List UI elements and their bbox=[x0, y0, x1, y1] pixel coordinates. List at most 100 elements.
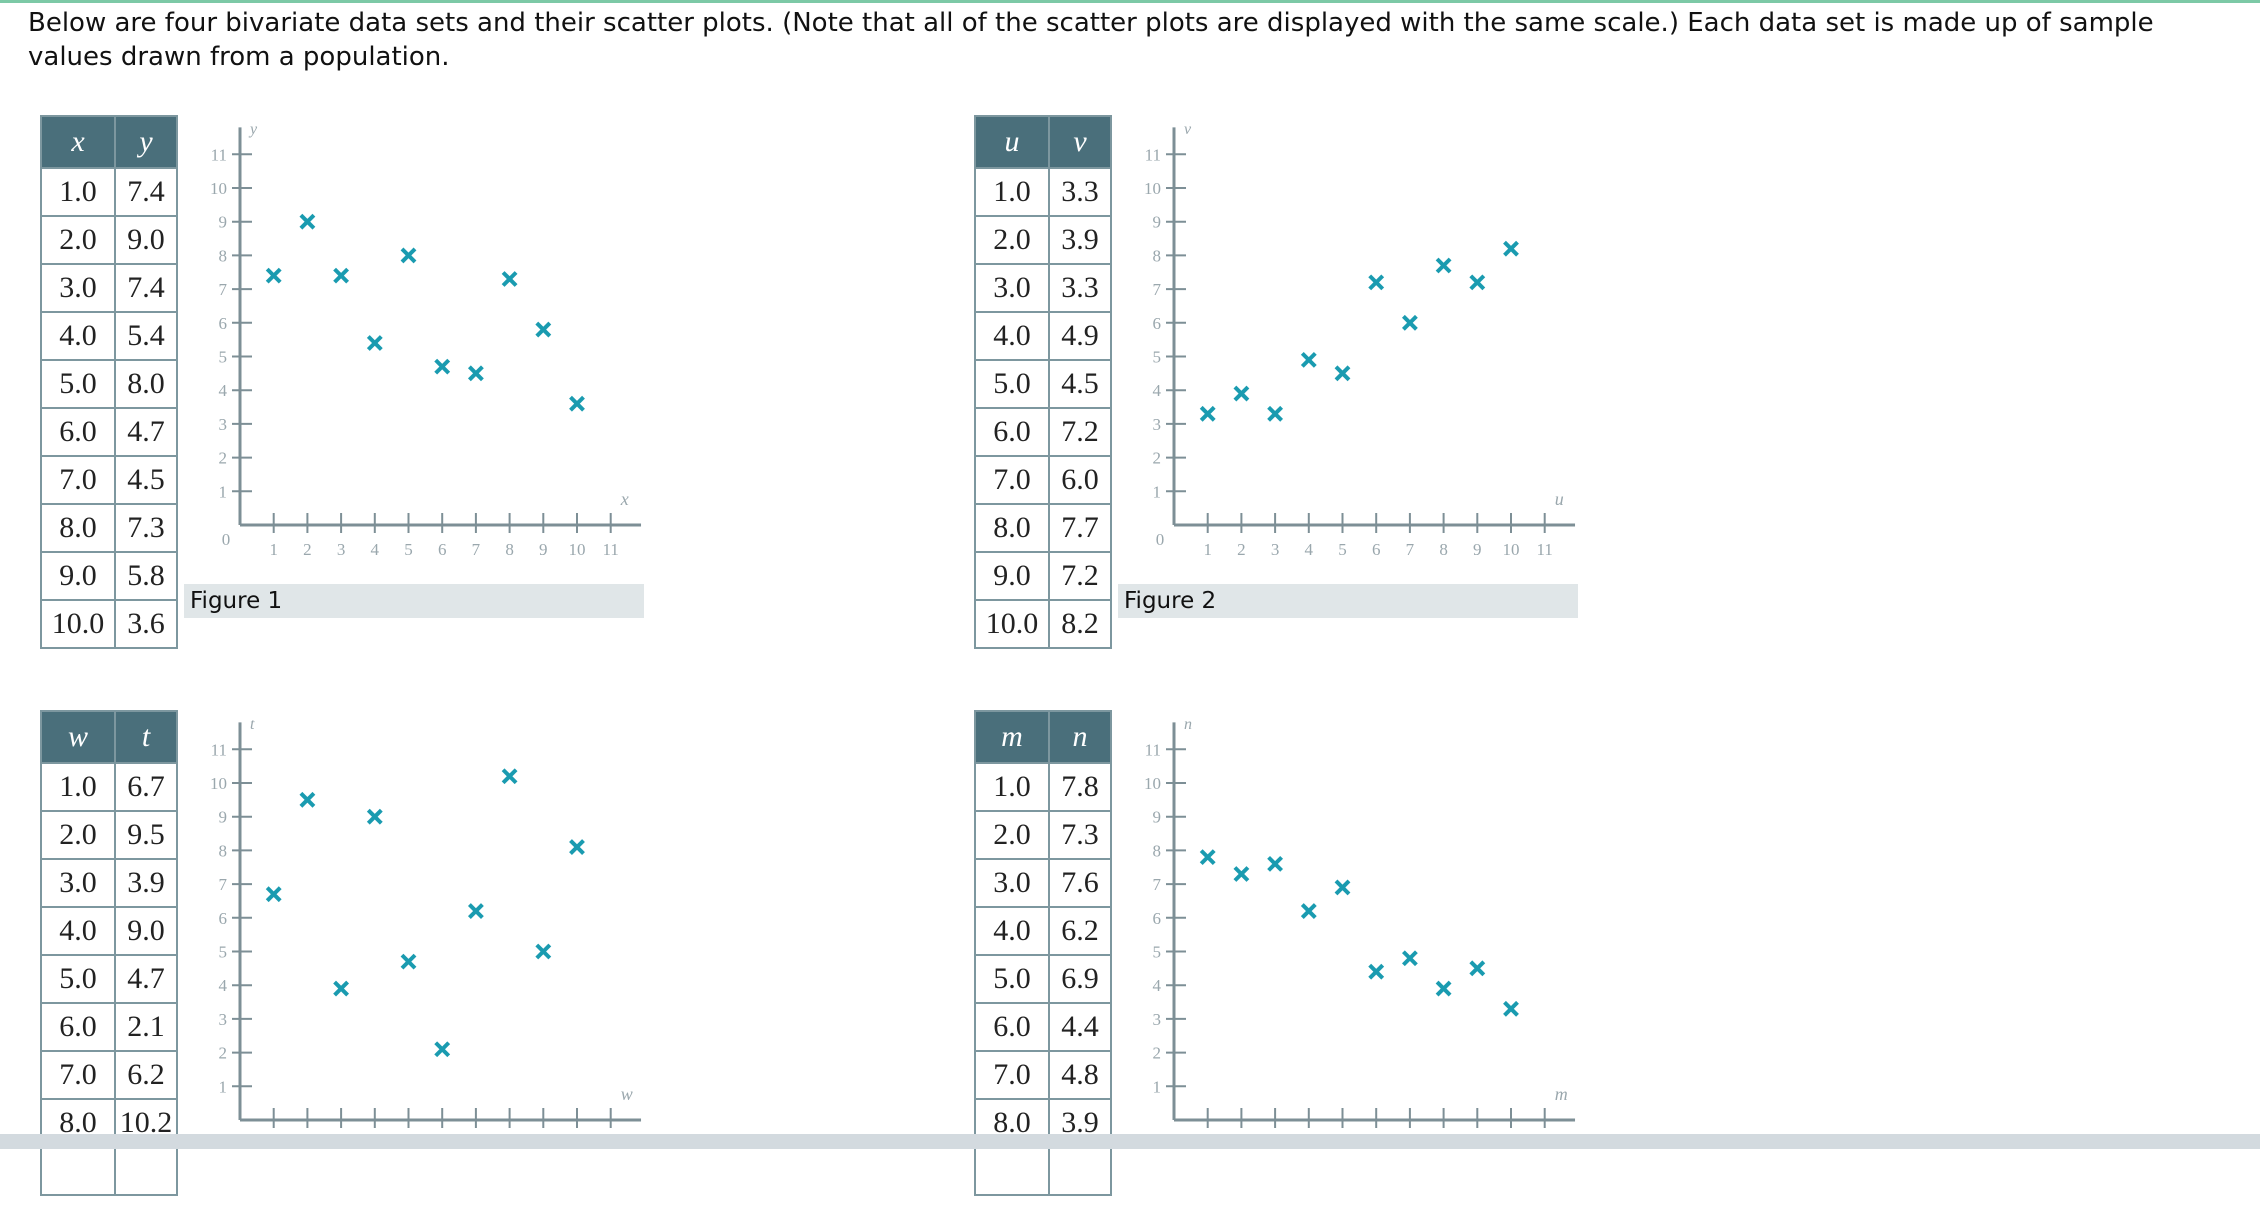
data-point bbox=[1199, 849, 1216, 866]
table-cell: 2.1 bbox=[114, 1002, 178, 1052]
table-cell: 3.9 bbox=[114, 858, 178, 908]
y-tick-label: 3 bbox=[1153, 415, 1162, 434]
data-point bbox=[434, 1041, 451, 1058]
table-cell: 9.0 bbox=[974, 551, 1050, 601]
scatter-plot-4: 1 2 3 4 5 6 7 8 9 10 11 n m bbox=[1144, 716, 1576, 1128]
y-tick-label: 5 bbox=[1153, 348, 1162, 367]
table-row: 7.0 6.2 bbox=[40, 1050, 178, 1100]
data-point bbox=[501, 768, 518, 785]
x-tick-label: 0 bbox=[1156, 530, 1165, 549]
data-point bbox=[333, 980, 350, 997]
data-point bbox=[467, 903, 484, 919]
table-cell: 4.9 bbox=[1048, 311, 1112, 361]
y-tick-label: 1 bbox=[1153, 482, 1162, 501]
data-point bbox=[299, 791, 316, 808]
table-cell: 7.0 bbox=[974, 455, 1050, 505]
x-tick-label: 9 bbox=[539, 540, 548, 559]
table-cell: 2.0 bbox=[974, 215, 1050, 265]
table-cell: 3.0 bbox=[974, 858, 1050, 908]
x-tick-label: 5 bbox=[404, 540, 413, 559]
table-row: 4.0 5.4 bbox=[40, 311, 178, 361]
table-cell: 4.7 bbox=[114, 954, 178, 1004]
table-row: 6.0 7.2 bbox=[974, 407, 1112, 457]
data-point bbox=[501, 271, 518, 287]
table-row: 5.0 8.0 bbox=[40, 359, 178, 409]
data-point bbox=[569, 839, 585, 855]
table-row: 5.0 6.9 bbox=[974, 954, 1112, 1004]
x-axis-label: x bbox=[620, 489, 629, 509]
data-point bbox=[400, 247, 417, 264]
y-tick-label: 4 bbox=[219, 381, 228, 400]
table-cell: 8.0 bbox=[114, 359, 178, 409]
data-point bbox=[1469, 960, 1486, 977]
x-tick-label: 9 bbox=[1473, 540, 1482, 559]
table-cell: 3.3 bbox=[1048, 263, 1112, 313]
table-cell: 1.0 bbox=[974, 167, 1050, 217]
data-point bbox=[265, 886, 282, 903]
table-cell: 9.0 bbox=[114, 215, 178, 265]
x-tick-label: 1 bbox=[269, 540, 278, 559]
y-tick-label: 8 bbox=[219, 841, 228, 860]
table-cell: 9.0 bbox=[114, 906, 178, 956]
data-point bbox=[299, 213, 316, 230]
table-cell: 5.0 bbox=[40, 359, 116, 409]
table-row: 2.0 9.0 bbox=[40, 215, 178, 265]
data-point bbox=[467, 365, 484, 382]
y-axis-label: y bbox=[248, 121, 258, 138]
data-point bbox=[1503, 1000, 1519, 1017]
table-cell: 3.0 bbox=[974, 263, 1050, 313]
table-cell: 5.8 bbox=[114, 551, 178, 601]
data-table: m n 1.0 7.8 2.0 7.3 3.0 7.6 4.0 6.2 5.0 6.9 6.0 4.4 7.… bbox=[974, 710, 1112, 1196]
y-tick-label: 9 bbox=[219, 213, 228, 232]
table-cell: 1.0 bbox=[974, 762, 1050, 812]
data-set-2: u v 1.0 3.3 2.0 3.9 3.0 3.3 4.0 4.9 5.0 4.5 6.0 7.2 7.… bbox=[974, 115, 1674, 649]
data-point bbox=[333, 267, 350, 284]
y-tick-label: 1 bbox=[1153, 1077, 1162, 1096]
y-tick-label: 4 bbox=[1153, 381, 1162, 400]
table-cell: 3.3 bbox=[1048, 167, 1112, 217]
table-row: 1.0 7.4 bbox=[40, 167, 178, 217]
column-header: u bbox=[974, 115, 1050, 169]
y-tick-label: 8 bbox=[1153, 841, 1162, 860]
x-tick-label: 3 bbox=[337, 540, 346, 559]
data-point bbox=[366, 808, 383, 825]
y-tick-label: 9 bbox=[1153, 808, 1162, 827]
table-cell: 7.0 bbox=[974, 1050, 1050, 1100]
data-point bbox=[366, 335, 383, 351]
y-tick-label: 4 bbox=[219, 976, 228, 995]
table-cell: 6.0 bbox=[1048, 455, 1112, 505]
data-point bbox=[1300, 903, 1317, 919]
intro-text: Below are four bivariate data sets and t… bbox=[28, 8, 2154, 72]
y-tick-label: 1 bbox=[219, 482, 228, 501]
x-axis-label: m bbox=[1555, 1084, 1568, 1104]
table-cell: 7.6 bbox=[1048, 858, 1112, 908]
table-cell: 2.0 bbox=[40, 215, 116, 265]
column-header: y bbox=[114, 115, 178, 169]
table-cell: 6.0 bbox=[974, 407, 1050, 457]
table-cell: 5.0 bbox=[40, 954, 116, 1004]
table-cell: 6.9 bbox=[1048, 954, 1112, 1004]
table-cell: 10.0 bbox=[974, 599, 1050, 649]
x-tick-label: 5 bbox=[1338, 540, 1347, 559]
table-cell: 7.8 bbox=[1048, 762, 1112, 812]
table-row: 8.0 7.3 bbox=[40, 503, 178, 553]
table-row: 6.0 4.7 bbox=[40, 407, 178, 457]
table-row: 9.0 7.2 bbox=[974, 551, 1112, 601]
x-tick-label: 2 bbox=[1237, 540, 1246, 559]
table-cell: 9.0 bbox=[40, 551, 116, 601]
y-tick-label: 2 bbox=[219, 1044, 228, 1063]
table-row: 2.0 7.3 bbox=[974, 810, 1112, 860]
y-tick-label: 11 bbox=[211, 145, 227, 164]
table-cell: 6.0 bbox=[40, 1002, 116, 1052]
y-tick-label: 8 bbox=[1153, 246, 1162, 265]
data-point bbox=[1368, 963, 1385, 980]
table-cell: 2.0 bbox=[40, 810, 116, 860]
data-point bbox=[1267, 405, 1284, 422]
data-set-3: w t 1.0 6.7 2.0 9.5 3.0 3.9 4.0 9.0 5.0 4.7 6.0 2.1 7.… bbox=[40, 710, 740, 1230]
y-tick-label: 9 bbox=[1153, 213, 1162, 232]
data-point bbox=[569, 395, 585, 412]
horizontal-scrollbar[interactable] bbox=[0, 1134, 2260, 1149]
table-row: 10.0 8.2 bbox=[974, 599, 1112, 649]
table-row: 1.0 6.7 bbox=[40, 762, 178, 812]
y-tick-label: 9 bbox=[219, 808, 228, 827]
